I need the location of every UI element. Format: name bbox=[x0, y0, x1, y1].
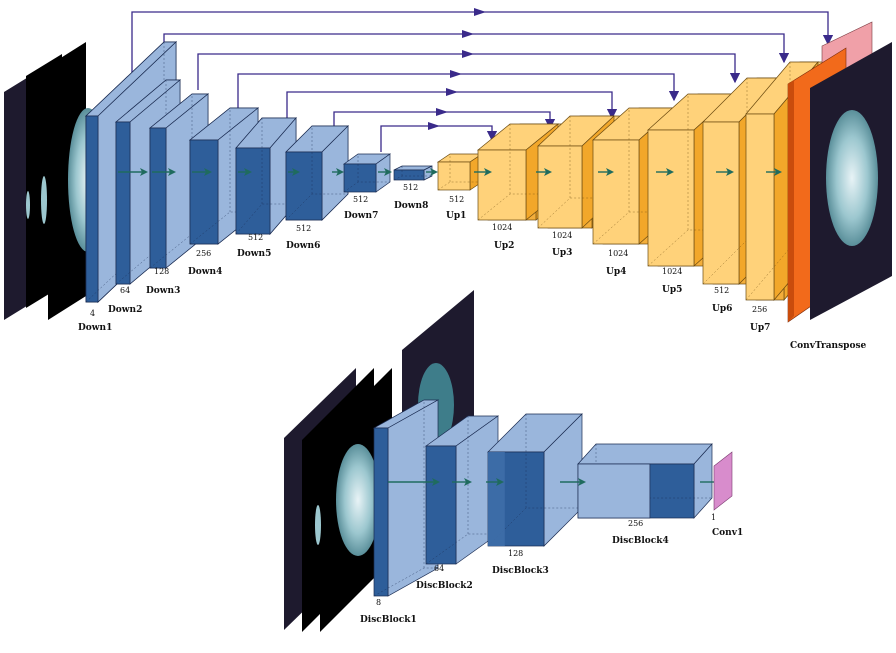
block-up3-label: Up3 bbox=[552, 248, 572, 258]
skip-down2-up6 bbox=[163, 33, 790, 70]
block-disc2-channels: 64 bbox=[434, 564, 444, 573]
skip-down3-up5 bbox=[197, 53, 741, 90]
conv1-label: Conv1 bbox=[712, 528, 743, 538]
gen-flow-arrow-14 bbox=[766, 168, 782, 176]
block-down5-label: Down5 bbox=[237, 249, 271, 259]
skip-down4-up4 bbox=[237, 73, 680, 108]
gen-flow-arrow-2 bbox=[152, 168, 176, 176]
block-up2-label: Up2 bbox=[494, 241, 514, 251]
block-down4-channels: 256 bbox=[196, 249, 211, 258]
disc-flow-arrow-4 bbox=[560, 478, 586, 486]
block-down6-channels: 512 bbox=[296, 224, 311, 233]
block-down1-channels: 4 bbox=[90, 309, 95, 318]
block-up5-channels: 1024 bbox=[662, 267, 682, 276]
block-up7-label: Up7 bbox=[750, 323, 770, 333]
block-disc4-label: DiscBlock4 bbox=[612, 536, 669, 546]
block-disc2-slab bbox=[424, 415, 500, 565]
generator: 4 Down1 64 Down2 128 Down3 256 Down4 512 Down5 512… bbox=[4, 8, 892, 351]
block-up5-label: Up5 bbox=[662, 285, 682, 295]
disc-flow-arrow-3 bbox=[486, 478, 504, 486]
block-down5-channels: 512 bbox=[248, 233, 263, 242]
disc-flow-arrow-2 bbox=[452, 478, 472, 486]
gen-flow-arrow-10 bbox=[536, 168, 552, 176]
block-up1-channels: 512 bbox=[449, 195, 464, 204]
disc-flow-arrow-1 bbox=[388, 478, 440, 486]
generator-flow-arrows bbox=[118, 168, 782, 176]
gen-flow-arrow-8 bbox=[426, 168, 438, 176]
block-down8-label: Down8 bbox=[394, 201, 428, 211]
block-down8-channels: 512 bbox=[403, 183, 418, 192]
block-down7-slab-0 bbox=[342, 153, 392, 193]
block-down6-slab-0 bbox=[285, 125, 349, 221]
gen-flow-arrow-6 bbox=[332, 168, 344, 176]
skip-down7-up1 bbox=[380, 125, 498, 152]
block-up4-channels: 1024 bbox=[608, 249, 628, 258]
block-up3-channels: 1024 bbox=[552, 231, 572, 240]
gen-flow-arrow-7 bbox=[378, 168, 392, 176]
block-disc1-slab bbox=[372, 399, 440, 597]
gen-flow-arrow-4 bbox=[238, 168, 252, 176]
block-up6-label: Up6 bbox=[712, 304, 732, 314]
block-disc3-channels: 128 bbox=[508, 549, 523, 558]
block-down2-label: Down2 bbox=[108, 305, 142, 315]
conv1-layer bbox=[713, 451, 733, 511]
block-down2-channels: 64 bbox=[120, 286, 130, 295]
block-up7-channels: 256 bbox=[752, 305, 767, 314]
generator-output-image bbox=[810, 42, 892, 320]
block-disc1-label: DiscBlock1 bbox=[360, 615, 417, 625]
gen-flow-arrow-3 bbox=[192, 168, 212, 176]
gen-flow-arrow-11 bbox=[598, 168, 614, 176]
block-up4-label: Up4 bbox=[606, 267, 626, 277]
block-down8: 512 Down8 bbox=[393, 165, 433, 211]
gen-flow-arrow-1 bbox=[118, 168, 148, 176]
block-down6-label: Down6 bbox=[286, 241, 320, 251]
block-disc3: 128 DiscBlock3 bbox=[487, 413, 583, 576]
block-down7-channels: 512 bbox=[353, 195, 368, 204]
gen-flow-arrow-9 bbox=[474, 168, 492, 176]
block-disc2-label: DiscBlock2 bbox=[416, 581, 473, 591]
block-down7: 512 Down7 bbox=[342, 153, 392, 221]
block-down3-label: Down3 bbox=[146, 286, 180, 296]
block-disc3-label: DiscBlock3 bbox=[492, 566, 549, 576]
block-disc1-channels: 8 bbox=[376, 598, 381, 607]
gen-flow-arrow-12 bbox=[656, 168, 674, 176]
block-down8-slab-0 bbox=[393, 165, 433, 181]
block-down1-label: Down1 bbox=[78, 323, 112, 333]
skip-down5-up3 bbox=[286, 91, 618, 124]
block-disc4: 256 DiscBlock4 bbox=[577, 443, 713, 546]
gen-flow-arrow-5 bbox=[288, 168, 300, 176]
output-layer-label: ConvTranspose bbox=[790, 341, 867, 351]
block-down7-label: Down7 bbox=[344, 211, 378, 221]
block-down4-label: Down4 bbox=[188, 267, 222, 277]
discriminator: 8 DiscBlock1 64 DiscBlock2 128 DiscBlock3 256 D… bbox=[284, 290, 743, 632]
discriminator-blocks: 8 DiscBlock1 64 DiscBlock2 128 DiscBlock3 256 D… bbox=[360, 399, 713, 625]
block-up2-channels: 1024 bbox=[492, 223, 512, 232]
block-up1: 512 Up1 bbox=[436, 153, 484, 221]
gen-flow-arrow-13 bbox=[716, 168, 734, 176]
block-down3-channels: 128 bbox=[154, 267, 169, 276]
block-down6: 512 Down6 bbox=[285, 125, 349, 251]
block-disc2: 64 DiscBlock2 bbox=[416, 415, 500, 591]
block-disc4-channels: 256 bbox=[628, 519, 643, 528]
conv1-channels: 1 bbox=[711, 513, 716, 522]
block-disc1: 8 DiscBlock1 bbox=[360, 399, 440, 625]
block-up6-channels: 512 bbox=[714, 286, 729, 295]
generator-blocks: 4 Down1 64 Down2 128 Down3 256 Down4 512 Down5 512… bbox=[78, 41, 829, 333]
block-up1-label: Up1 bbox=[446, 211, 466, 221]
